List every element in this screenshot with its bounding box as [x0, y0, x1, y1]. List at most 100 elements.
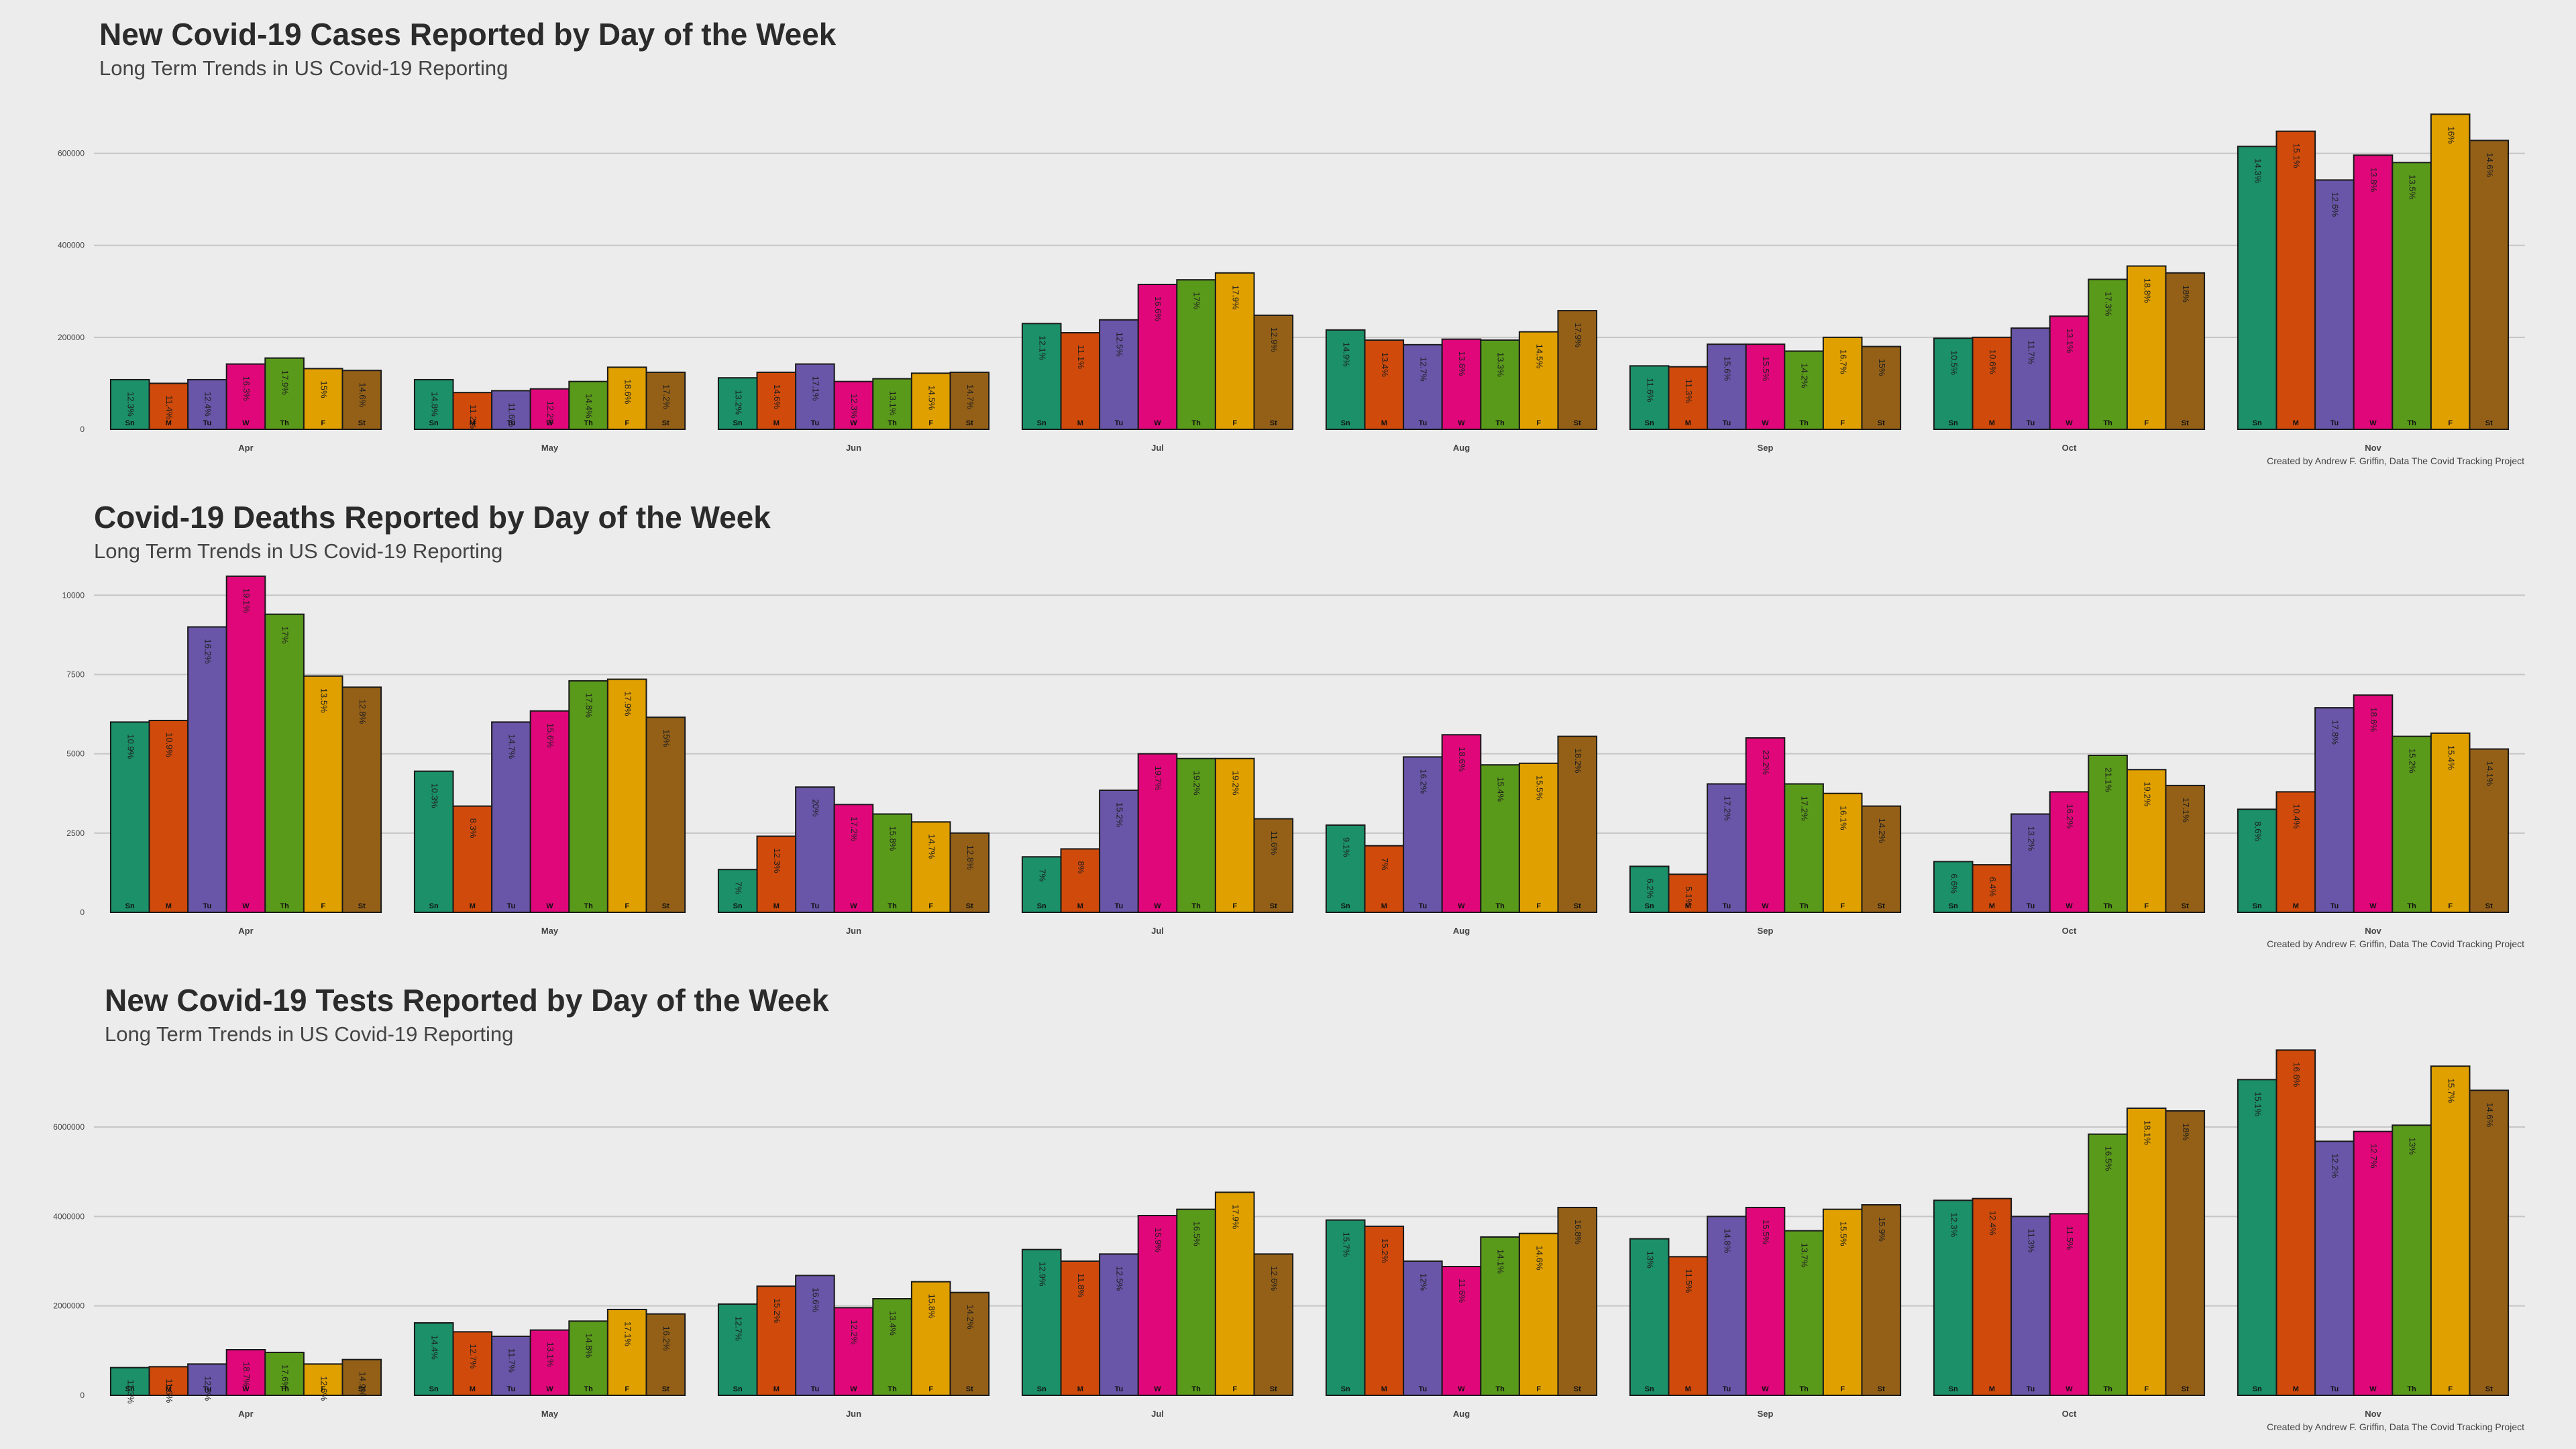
- deaths-bar-day-label: St: [358, 902, 366, 910]
- tests-bar-day-label: St: [2485, 1385, 2493, 1393]
- tests-bar-day-label: St: [358, 1385, 366, 1393]
- cases-bar-pct-label: 12.3%: [125, 392, 136, 417]
- tests-bar: [2392, 1124, 2432, 1397]
- cases-bar: [949, 371, 990, 431]
- deaths-x-tick-label: Jun: [846, 926, 861, 936]
- tests-bar-day-label: Sn: [429, 1385, 439, 1393]
- cases-bar-pct-label: 11.6%: [1645, 378, 1655, 402]
- tests-bar-pct-label: 12.4%: [1988, 1211, 1998, 1236]
- cases-bar-pct-label: 16.7%: [1838, 350, 1848, 374]
- tests-bar-pct-label: 13.4%: [888, 1311, 898, 1336]
- deaths-bar-pct-label: 7%: [1380, 858, 1390, 871]
- deaths-bar: [1137, 753, 1178, 913]
- cases-bar-pct-label: 14.9%: [1341, 342, 1351, 367]
- cases-bar-day-label: St: [1878, 419, 1885, 427]
- deaths-bar-day-label: Th: [584, 902, 593, 910]
- tests-bar: [1784, 1230, 1824, 1396]
- tests-bar: [1099, 1253, 1139, 1397]
- cases-bar-day-label: Th: [2407, 419, 2416, 427]
- cases-bar-pct-label: 14.2%: [1800, 363, 1810, 388]
- tests-bar-day-label: Tu: [1723, 1385, 1731, 1393]
- tests-bar-pct-label: 16.8%: [1573, 1220, 1583, 1244]
- deaths-bar: [1021, 856, 1062, 913]
- cases-bar: [341, 370, 382, 431]
- deaths-bar-pct-label: 6.2%: [1645, 878, 1655, 898]
- tests-bar-day-label: F: [2448, 1385, 2453, 1393]
- tests-bar-day-label: Th: [1799, 1385, 1809, 1393]
- tests-bar-pct-label: 14.9%: [358, 1372, 368, 1397]
- cases-bar-day-label: M: [166, 419, 172, 427]
- tests-bar-day-label: F: [928, 1385, 933, 1393]
- deaths-bar-pct-label: 11.6%: [1269, 831, 1279, 855]
- tests-bar-pct-label: 16.6%: [810, 1287, 820, 1312]
- deaths-bar-day-label: F: [1232, 902, 1237, 910]
- tests-bar-pct-label: 18.7%: [241, 1362, 252, 1387]
- cases-bar: [1021, 323, 1062, 430]
- tests-bar-day-label: Sn: [1341, 1385, 1350, 1393]
- tests-bar: [1861, 1204, 1902, 1396]
- tests-bar: [341, 1358, 382, 1396]
- deaths-bar-pct-label: 8.6%: [2253, 821, 2263, 841]
- deaths-bar-day-label: M: [1381, 902, 1387, 910]
- deaths-bar-pct-label: 20%: [810, 799, 820, 816]
- deaths-bar: [606, 678, 647, 914]
- tests-bar: [949, 1291, 990, 1396]
- cases-bar-pct-label: 18.8%: [2142, 278, 2152, 303]
- tests-bar-day-label: W: [2065, 1385, 2073, 1393]
- tests-bar-day-label: W: [850, 1385, 857, 1393]
- tests-bar: [645, 1313, 686, 1396]
- tests-bar: [148, 1366, 189, 1397]
- cases-bar-day-label: St: [1574, 419, 1581, 427]
- tests-bar-day-label: M: [1077, 1385, 1083, 1393]
- deaths-bar-pct-label: 18.2%: [1573, 749, 1583, 773]
- tests-bar-day-label: W: [1458, 1385, 1465, 1393]
- cases-bar: [1629, 365, 1670, 430]
- tests-bar: [1822, 1208, 1863, 1396]
- cases-bar: [1403, 343, 1443, 430]
- deaths-bar: [568, 680, 608, 914]
- deaths-bar-day-label: F: [2448, 902, 2453, 910]
- tests-y-tick-label: 0: [80, 1391, 85, 1400]
- deaths-bar-pct-label: 10.9%: [125, 734, 136, 759]
- deaths-bar: [1176, 757, 1216, 914]
- deaths-bar-pct-label: 8.3%: [468, 818, 478, 839]
- cases-bar-day-label: M: [1077, 419, 1083, 427]
- deaths-bar-pct-label: 16.2%: [2065, 804, 2075, 828]
- deaths-chart-title: Covid-19 Deaths Reported by Day of the W…: [94, 500, 771, 535]
- deaths-bar-day-label: St: [662, 902, 669, 910]
- cases-bar-day-label: F: [2144, 419, 2149, 427]
- tests-bar-pct-label: 18%: [2181, 1123, 2191, 1140]
- tests-bar: [1668, 1256, 1709, 1397]
- deaths-bar-day-label: Th: [2103, 902, 2112, 910]
- cases-bar-pct-label: 15%: [1877, 359, 1887, 376]
- deaths-bar-day-label: Sn: [125, 902, 135, 910]
- cases-bar-day-label: M: [470, 419, 476, 427]
- deaths-bar: [148, 720, 189, 913]
- tests-bar-day-label: Tu: [2330, 1385, 2339, 1393]
- cases-x-tick-label: Oct: [2062, 443, 2077, 453]
- cases-bar: [2010, 327, 2051, 430]
- tests-bar: [717, 1303, 758, 1396]
- cases-bar: [2049, 315, 2090, 431]
- deaths-bar-day-label: St: [2485, 902, 2493, 910]
- tests-chart-title: New Covid-19 Tests Reported by Day of th…: [105, 983, 829, 1018]
- deaths-bar: [2049, 791, 2090, 914]
- cases-bar: [2126, 265, 2167, 431]
- tests-bar-day-label: Sn: [1037, 1385, 1046, 1393]
- cases-bar-pct-label: 10.5%: [1949, 350, 1959, 375]
- cases-bar-day-label: F: [928, 419, 933, 427]
- cases-bar-pct-label: 14.5%: [926, 385, 936, 410]
- deaths-bar: [949, 832, 990, 914]
- deaths-bar-pct-label: 17%: [280, 627, 290, 644]
- deaths-bar: [1060, 848, 1101, 914]
- cases-bar-pct-label: 14.3%: [2253, 158, 2263, 183]
- cases-bar: [1325, 329, 1366, 430]
- deaths-bar-pct-label: 17.8%: [584, 693, 594, 718]
- cases-bar: [2088, 278, 2128, 431]
- cases-bar-day-label: F: [2448, 419, 2453, 427]
- deaths-bar: [303, 675, 343, 913]
- deaths-bar-pct-label: 23.2%: [1761, 750, 1771, 775]
- deaths-bar: [341, 686, 382, 913]
- cases-bar-day-label: W: [1762, 419, 1769, 427]
- tests-bar: [2165, 1110, 2206, 1396]
